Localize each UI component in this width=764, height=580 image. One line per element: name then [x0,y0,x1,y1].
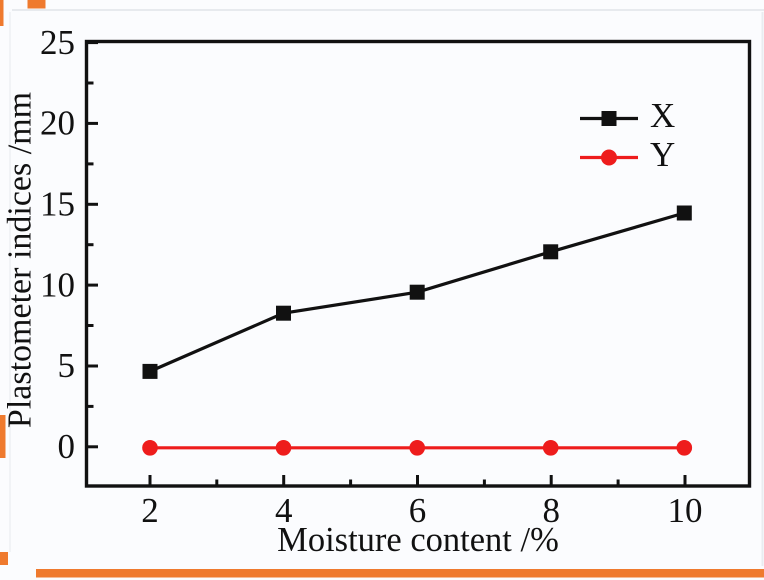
svg-text:4: 4 [275,491,293,530]
svg-text:Moisture content /%: Moisture content /% [277,521,559,559]
svg-text:20: 20 [40,104,75,143]
svg-text:2: 2 [141,491,159,530]
svg-text:25: 25 [40,23,75,62]
svg-text:Plastometer indices /mm: Plastometer indices /mm [2,92,39,428]
svg-text:6: 6 [409,491,427,530]
svg-text:8: 8 [542,491,560,530]
svg-text:X: X [650,96,675,135]
svg-text:15: 15 [40,185,75,224]
svg-text:0: 0 [58,427,76,466]
svg-text:Y: Y [650,135,675,174]
svg-text:10: 10 [668,491,703,530]
svg-text:5: 5 [58,346,76,385]
svg-text:10: 10 [40,265,75,304]
